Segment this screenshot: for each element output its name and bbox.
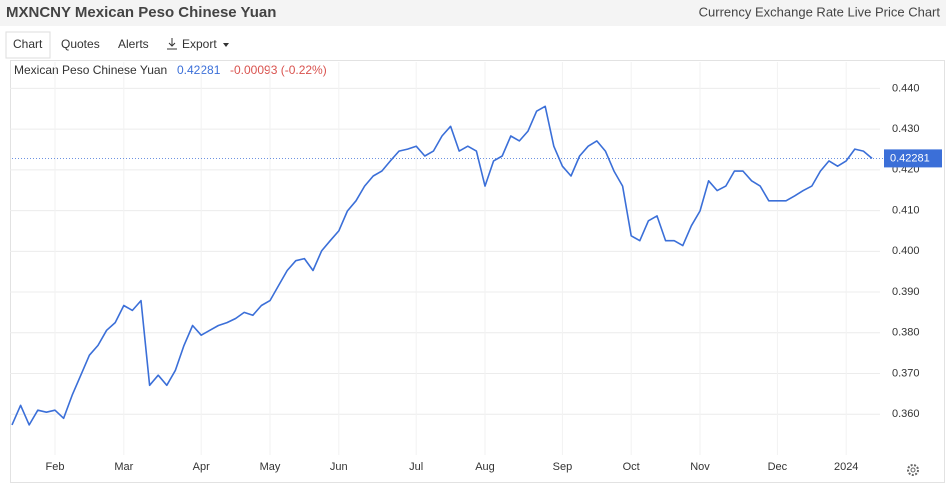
x-tick-label: May [260, 461, 281, 473]
y-tick-label: 0.390 [892, 286, 920, 298]
price-line [11, 105, 873, 426]
legend-name: Mexican Peso Chinese Yuan [14, 63, 167, 77]
x-tick-label: Jun [330, 461, 348, 473]
tab[interactable]: Chart [13, 37, 43, 51]
y-tick-label: 0.400 [892, 245, 920, 257]
page-title: MXNCNY Mexican Peso Chinese Yuan [6, 4, 276, 21]
y-tick-label: 0.410 [892, 204, 920, 216]
tab[interactable]: Export [182, 37, 217, 51]
x-tick-label: Mar [114, 461, 133, 473]
settings-icon[interactable] [907, 464, 919, 476]
x-tick-label: Sep [553, 461, 573, 473]
x-tick-label: Apr [193, 461, 210, 473]
x-tick-label: Jul [409, 461, 423, 473]
tab[interactable]: Quotes [61, 37, 100, 51]
y-tick-label: 0.360 [892, 408, 920, 420]
last-price-label: 0.42281 [890, 152, 930, 164]
caret[interactable] [223, 43, 229, 47]
x-tick-label: Dec [768, 461, 788, 473]
x-tick-label: 2024 [834, 461, 858, 473]
x-tick-label: Feb [46, 461, 65, 473]
chart-frame [10, 60, 945, 483]
y-tick-label: 0.370 [892, 367, 920, 379]
legend-price: 0.42281 [177, 63, 221, 77]
export-icon[interactable] [167, 38, 177, 50]
tab-active[interactable] [5, 31, 51, 59]
x-tick-label: Oct [623, 461, 640, 473]
y-tick-label: 0.380 [892, 327, 920, 339]
y-tick-label: 0.430 [892, 123, 920, 135]
title-bar [0, 0, 946, 26]
x-tick-label: Aug [475, 461, 495, 473]
y-tick-label: 0.440 [892, 82, 920, 94]
tab[interactable]: Alerts [118, 37, 149, 51]
legend-change: -0.00093 (-0.22%) [230, 63, 327, 77]
last-price-box [884, 149, 942, 168]
x-tick-label: Nov [690, 461, 710, 473]
page-subtitle: Currency Exchange Rate Live Price Chart [699, 4, 941, 19]
